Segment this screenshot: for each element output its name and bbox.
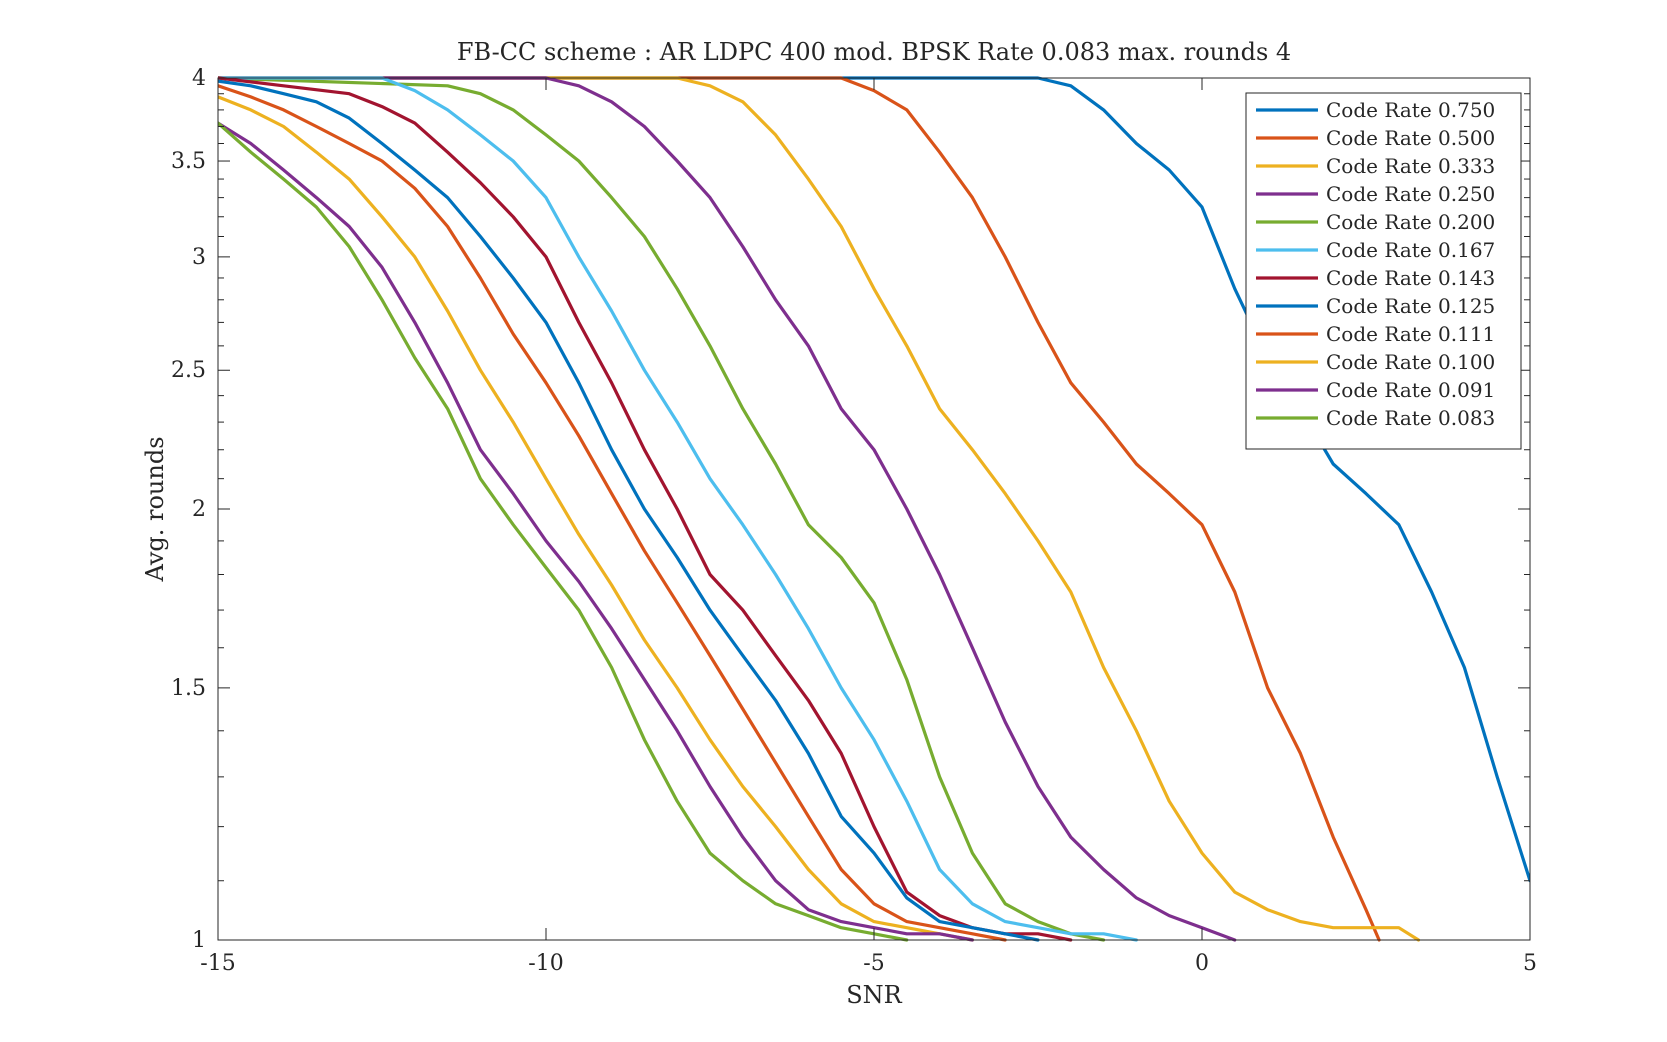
- legend-label: Code Rate 0.500: [1326, 126, 1495, 150]
- legend-label: Code Rate 0.333: [1326, 154, 1495, 178]
- x-tick-label: -10: [528, 951, 563, 976]
- ticks-layer: -15 -10 -5 0 5 1 1.5 2 2.5 3 3.5 4: [171, 66, 1537, 976]
- y-tick-label: 1: [192, 928, 206, 953]
- y-tick-label: 2: [192, 497, 206, 522]
- series-line-code-rate-0-083: [218, 121, 909, 942]
- series-line-code-rate-0-111: [218, 84, 1007, 942]
- legend-label: Code Rate 0.083: [1326, 406, 1495, 430]
- y-tick-label: 3.5: [171, 149, 206, 174]
- legend: Code Rate 0.750 Code Rate 0.500 Code Rate …: [1245, 92, 1522, 450]
- series-line-code-rate-0-333: [218, 76, 1421, 942]
- series-line-code-rate-0-100: [218, 95, 975, 942]
- legend-label: Code Rate 0.125: [1326, 294, 1495, 318]
- y-tick-label: 4: [192, 66, 206, 91]
- y-tick-label: 3: [192, 245, 206, 270]
- y-tick-label: 2.5: [171, 358, 206, 383]
- y-axis-label: Avg. rounds: [141, 436, 169, 582]
- series-line-code-rate-0-250: [218, 76, 1237, 942]
- legend-label: Code Rate 0.100: [1326, 350, 1495, 374]
- series-line-code-rate-0-167: [218, 76, 1139, 942]
- series-line-code-rate-0-125: [218, 79, 1040, 942]
- legend-label: Code Rate 0.091: [1326, 378, 1495, 402]
- legend-label: Code Rate 0.750: [1326, 98, 1495, 122]
- x-tick-label: -15: [200, 951, 235, 976]
- legend-label: Code Rate 0.200: [1326, 210, 1495, 234]
- y-tick-label: 1.5: [171, 676, 206, 701]
- series-group: [218, 76, 1530, 942]
- legend-label: Code Rate 0.250: [1326, 182, 1495, 206]
- legend-label: Code Rate 0.111: [1326, 322, 1495, 346]
- series-line-code-rate-0-091: [218, 121, 975, 942]
- legend-label: Code Rate 0.143: [1326, 266, 1495, 290]
- x-axis-label: SNR: [846, 981, 902, 1009]
- x-tick-label: -5: [863, 951, 884, 976]
- chart-title: FB-CC scheme : AR LDPC 400 mod. BPSK Rat…: [457, 38, 1291, 66]
- series-layer: [218, 76, 1530, 942]
- x-tick-label: 5: [1523, 951, 1537, 976]
- series-line-code-rate-0-500: [218, 76, 1381, 942]
- x-tick-label: 0: [1195, 951, 1209, 976]
- series-line-code-rate-0-200: [218, 76, 1106, 942]
- legend-label: Code Rate 0.167: [1326, 238, 1495, 262]
- series-line-code-rate-0-143: [218, 76, 1073, 942]
